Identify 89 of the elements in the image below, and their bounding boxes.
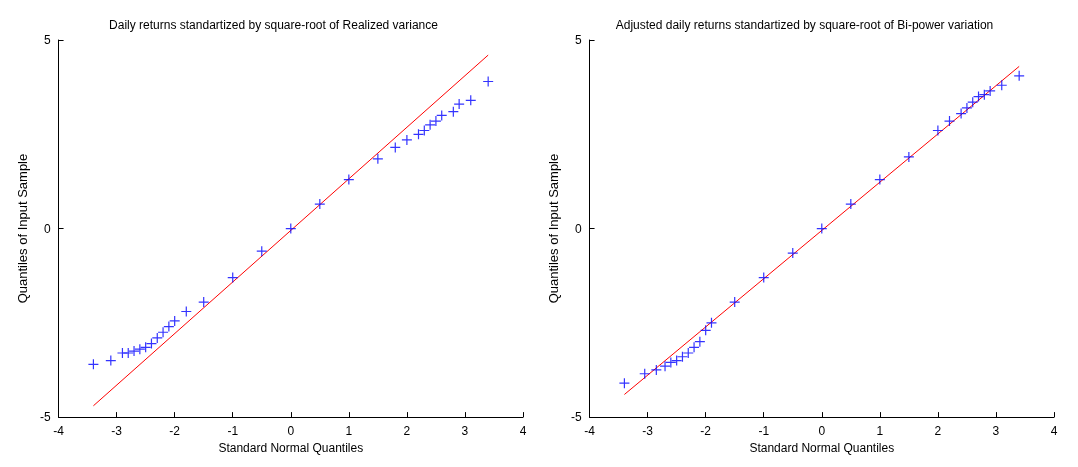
- point: [227, 271, 239, 284]
- y-tick-label: 0: [43, 221, 51, 236]
- point: [285, 222, 297, 235]
- point: [665, 356, 677, 369]
- point: [163, 321, 175, 333]
- point: [694, 336, 706, 348]
- x-tick-label: 2: [403, 424, 411, 439]
- x-tick-label: -1: [758, 424, 770, 439]
- point: [412, 128, 425, 140]
- y-axis-title: Quantiles of Input Sample: [15, 153, 30, 304]
- point: [198, 296, 210, 308]
- chart-title: Daily returns standartized by square-root of Realized variance: [109, 18, 439, 32]
- point: [169, 315, 181, 327]
- x-tick-label: 4: [519, 424, 527, 439]
- point: [874, 173, 886, 186]
- point: [140, 341, 152, 353]
- point: [465, 94, 477, 106]
- point: [453, 98, 465, 110]
- point: [787, 247, 799, 259]
- y-tick-label: -5: [39, 410, 51, 425]
- point: [650, 364, 662, 376]
- x-tick-label: 3: [461, 424, 469, 439]
- point: [758, 271, 770, 284]
- point: [343, 173, 355, 186]
- y-axis-title: Quantiles of Input Sample: [546, 153, 561, 304]
- point: [978, 89, 990, 101]
- point: [122, 347, 134, 359]
- x-tick-label: -3: [642, 424, 654, 439]
- point: [151, 332, 163, 344]
- point: [401, 134, 413, 146]
- y-tick-label: 5: [574, 33, 582, 47]
- point: [618, 377, 630, 389]
- point: [372, 153, 384, 165]
- x-axis-title: Standard Normal Quantiles: [749, 441, 895, 455]
- point: [676, 351, 689, 363]
- x-tick-label: 0: [287, 424, 295, 439]
- point: [482, 75, 494, 88]
- point: [961, 102, 973, 114]
- point: [816, 222, 828, 235]
- point: [389, 141, 401, 154]
- point: [157, 326, 169, 338]
- point: [436, 109, 448, 122]
- point: [180, 305, 192, 318]
- x-tick-label: -2: [169, 424, 181, 439]
- point: [700, 324, 712, 336]
- y-tick-label: 0: [574, 221, 582, 236]
- chart-title: Adjusted daily returns standartized by square-root of Bi-power variation: [615, 18, 994, 32]
- point: [1013, 70, 1025, 82]
- point: [943, 115, 956, 127]
- point: [688, 341, 700, 353]
- point: [105, 354, 117, 367]
- point: [87, 358, 99, 370]
- point: [845, 198, 857, 210]
- point: [671, 354, 683, 367]
- x-tick-label: -4: [53, 424, 65, 439]
- point: [314, 198, 326, 210]
- point: [447, 106, 459, 118]
- point: [682, 347, 694, 359]
- y-tick-label: -5: [570, 410, 582, 425]
- point: [128, 345, 140, 357]
- x-tick-label: 1: [345, 424, 353, 439]
- x-tick-label: -1: [227, 424, 239, 439]
- x-axis-title: Standard Normal Quantiles: [218, 441, 364, 455]
- point: [955, 107, 967, 120]
- point: [932, 124, 944, 137]
- y-tick-label: 5: [43, 33, 51, 47]
- point: [256, 245, 268, 257]
- point: [134, 343, 146, 355]
- point: [984, 85, 996, 97]
- point: [418, 124, 430, 137]
- x-tick-label: -4: [584, 424, 596, 439]
- x-tick-label: 1: [876, 424, 884, 439]
- x-tick-label: -2: [700, 424, 712, 439]
- point: [424, 119, 436, 131]
- x-tick-label: 4: [1050, 424, 1058, 439]
- point: [967, 96, 979, 108]
- point: [659, 360, 671, 372]
- point: [430, 115, 442, 127]
- x-tick-label: 3: [992, 424, 1000, 439]
- x-tick-label: 0: [818, 424, 826, 439]
- point: [972, 90, 985, 103]
- point: [639, 368, 651, 380]
- point: [996, 79, 1008, 91]
- point: [903, 151, 915, 163]
- point: [729, 296, 741, 308]
- point: [705, 317, 718, 329]
- x-tick-label: -3: [111, 424, 123, 439]
- x-tick-label: 2: [934, 424, 942, 439]
- point: [145, 337, 158, 350]
